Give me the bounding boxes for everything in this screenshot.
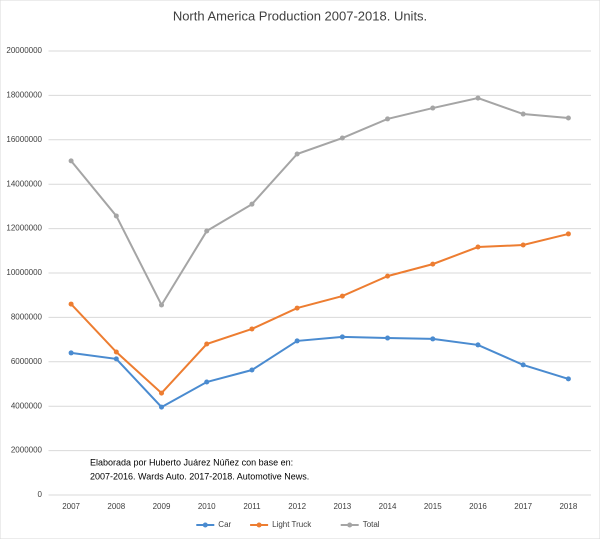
point [565,115,571,121]
x-tick-label: 2013 [333,502,351,511]
series-line [70,232,569,395]
point [385,335,391,341]
point [68,350,74,356]
y-tick-label: 8000000 [11,313,43,322]
legend-marker [202,522,208,528]
y-tick-label: 2000000 [11,446,43,455]
series-line [70,335,569,409]
legend-marker [347,522,353,528]
point [475,244,481,250]
x-tick-label: 2009 [153,502,171,511]
point [249,367,255,373]
point [565,231,571,237]
legend-marker [256,522,262,528]
point [339,135,345,141]
point [520,111,526,117]
legend-label: Total [363,520,380,529]
point [113,213,119,219]
x-tick-label: 2012 [288,502,306,511]
point [113,349,119,355]
chart-title: North America Production 2007-2018. Unit… [173,8,427,23]
point [249,201,255,207]
x-tick-label: 2014 [379,502,397,511]
x-tick-label: 2010 [198,502,216,511]
point [339,293,345,299]
point [159,302,165,308]
legend-label: Car [218,520,231,529]
x-tick-label: 2016 [469,502,487,511]
point [430,105,436,111]
point [294,151,300,157]
y-tick-label: 6000000 [11,357,43,366]
x-tick-label: 2008 [107,502,125,511]
point [520,242,526,248]
point [68,301,74,307]
annotation: Elaborada por Huberto Juárez Núñez con b… [90,457,293,467]
x-tick-label: 2015 [424,502,442,511]
annotation: 2007-2016. Wards Auto. 2017-2018. Automo… [90,471,309,481]
y-tick-label: 16000000 [6,135,42,144]
point [339,334,345,340]
point [204,228,210,234]
point [294,338,300,344]
point [249,326,255,332]
y-tick-label: 20000000 [6,46,42,55]
point [385,273,391,279]
point [159,404,165,410]
x-tick-label: 2007 [62,502,80,511]
point [294,305,300,311]
legend-label: Light Truck [272,520,312,529]
y-tick-label: 12000000 [6,224,42,233]
y-tick-label: 0 [38,490,43,499]
x-tick-label: 2018 [559,502,577,511]
x-tick-label: 2017 [514,502,532,511]
point [204,379,210,385]
point [159,390,165,396]
y-tick-label: 14000000 [6,179,42,188]
point [430,261,436,267]
point [475,342,481,348]
x-tick-label: 2011 [243,502,261,511]
point [475,95,481,101]
point [430,336,436,342]
point [565,376,571,382]
y-tick-label: 4000000 [11,401,43,410]
y-tick-label: 10000000 [6,268,42,277]
point [113,356,119,362]
point [204,341,210,347]
y-tick-label: 18000000 [6,91,42,100]
series-line [70,97,569,308]
point [68,158,74,164]
point [520,362,526,368]
point [385,116,391,122]
